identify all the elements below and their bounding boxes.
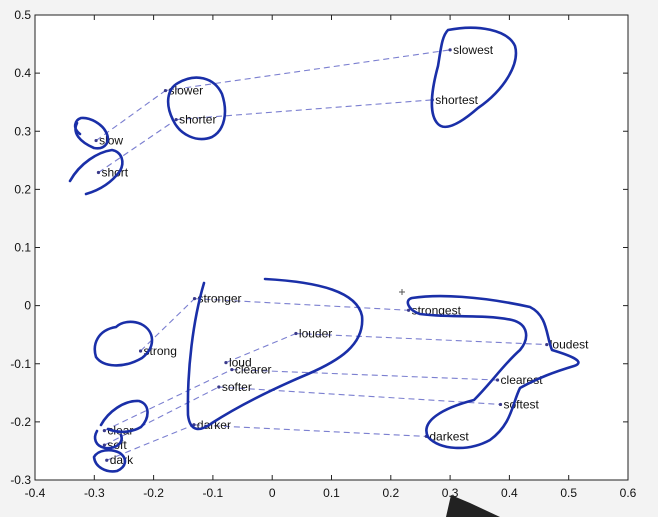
link-lines (95, 49, 547, 461)
link-louder-loudest (295, 332, 547, 346)
annotation-comparatives (186, 277, 364, 431)
point-shorter (174, 118, 178, 122)
annotation-slowest-shortest (430, 26, 518, 129)
label-slowest: slowest (453, 43, 494, 57)
y-tick-label: 0.4 (14, 66, 31, 80)
y-tick-label: 0.1 (14, 241, 31, 255)
label-clearer: clearer (235, 363, 272, 377)
annotation-clear (99, 399, 149, 434)
plot-area (35, 15, 628, 480)
annotation-short (68, 148, 124, 196)
y-tick-label: -0.1 (10, 357, 31, 371)
label-loud: loud (229, 356, 252, 370)
point-clearest (495, 378, 500, 382)
point-softest (498, 402, 503, 407)
y-tick-label: 0.3 (14, 124, 31, 138)
x-tick-label: 0.4 (501, 486, 518, 500)
link-strong-stronger (140, 298, 195, 352)
link-softer-softest (218, 386, 501, 405)
link-shorter-shortest (176, 99, 433, 121)
x-tick-label: -0.4 (25, 486, 46, 500)
annotation-superlatives (406, 294, 580, 450)
x-tick-label: 0.1 (323, 486, 340, 500)
annotation-slow (73, 116, 110, 150)
data-points (94, 48, 549, 462)
pointer-shadow (446, 495, 500, 517)
y-tick-label: -0.3 (10, 473, 31, 487)
link-slow-slower (95, 90, 166, 141)
x-tick-label: -0.3 (84, 486, 105, 500)
label-stronger: stronger (198, 292, 242, 306)
point-soft (102, 443, 106, 447)
x-tick-label: 0.6 (620, 486, 637, 500)
point-labels: slowshortslowershorterslowestshorteststr… (99, 43, 589, 467)
label-slow: slow (99, 134, 123, 148)
point-strongest (406, 308, 411, 312)
y-tick-label: 0.5 (14, 8, 31, 22)
label-softest: softest (504, 397, 540, 411)
link-darker-darkest (193, 424, 427, 437)
y-tick-label: 0.2 (14, 182, 31, 196)
point-dark (105, 458, 109, 462)
link-clearer-clearest (231, 369, 498, 381)
x-tick-label: 0.5 (560, 486, 577, 500)
annotation-soft (93, 429, 123, 450)
link-stronger-strongest (194, 298, 409, 311)
point-clearer (230, 367, 234, 372)
y-tick-label: -0.2 (10, 415, 31, 429)
point-louder (294, 331, 298, 336)
label-shortest: shortest (435, 93, 478, 107)
label-loudest: loudest (550, 338, 589, 352)
annotation-dark (92, 448, 127, 473)
link-short-shorter (98, 119, 177, 173)
point-short (96, 170, 101, 175)
cursor-crosshair (399, 289, 405, 295)
x-tick-label: -0.2 (143, 486, 164, 500)
point-strong (138, 349, 143, 353)
label-darkest: darkest (429, 429, 469, 443)
point-loud (224, 360, 228, 365)
link-clear-clearer (104, 369, 233, 432)
point-slower (163, 88, 168, 93)
point-stronger (192, 297, 197, 301)
point-slow (94, 138, 98, 143)
label-louder: louder (299, 327, 332, 341)
point-loudest (545, 342, 549, 347)
point-clear (102, 428, 106, 433)
link-soft-softer (104, 386, 220, 446)
label-clearest: clearest (501, 373, 544, 387)
y-axis: -0.3 -0.2 -0.1 0 0.1 0.2 0.3 0.4 0.5 (10, 8, 628, 487)
label-shorter: shorter (179, 113, 216, 127)
label-softer: softer (222, 380, 252, 394)
annotation-slower-shorter (166, 76, 227, 141)
link-loud-louder (225, 333, 297, 364)
x-tick-label: 0.2 (382, 486, 399, 500)
x-axis: -0.4 -0.3 -0.2 -0.1 0 0.1 0.2 0.3 0.4 0.5 0.6 (25, 15, 637, 500)
hand-drawn-annotations (68, 26, 580, 473)
label-slower: slower (168, 84, 203, 98)
y-tick-label: 0 (24, 299, 31, 313)
point-slowest (448, 48, 452, 52)
link-slower-slowest (165, 49, 451, 92)
x-tick-label: 0 (269, 486, 276, 500)
point-softer (217, 385, 221, 389)
label-dark: dark (110, 453, 134, 467)
x-tick-label: -0.1 (203, 486, 224, 500)
annotation-strong (93, 320, 154, 367)
